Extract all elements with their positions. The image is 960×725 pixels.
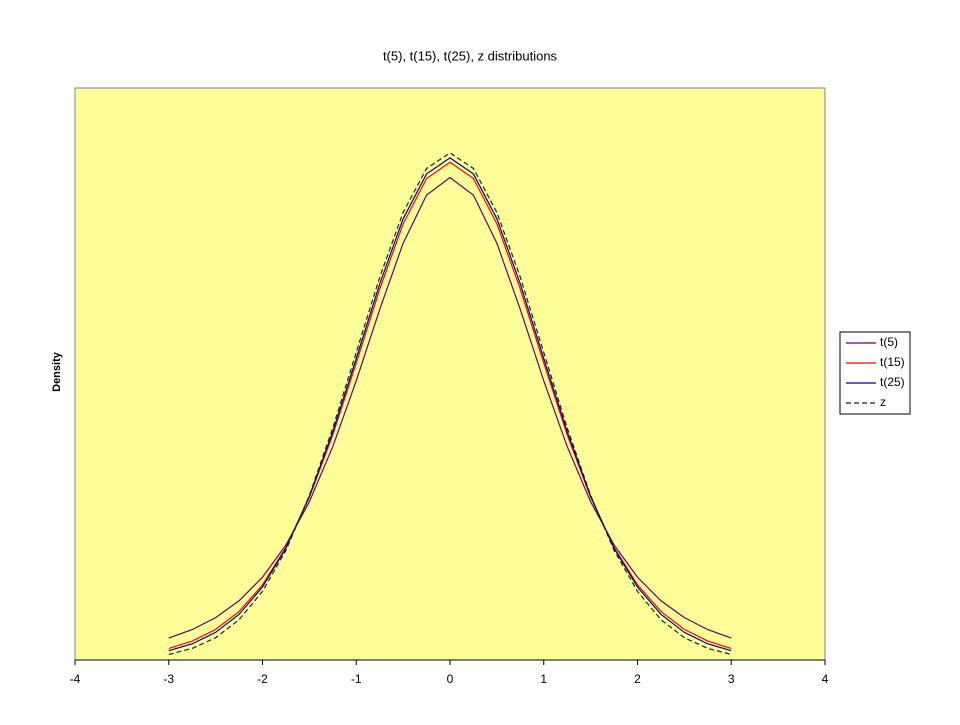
x-tick-label: -4: [70, 672, 81, 686]
x-tick-label: -2: [257, 672, 268, 686]
x-tick-label: 4: [822, 672, 829, 686]
x-tick-label: 3: [728, 672, 735, 686]
chart-title: t(5), t(15), t(25), z distributions: [383, 48, 558, 63]
legend-label: t(25): [880, 375, 905, 389]
series-line: [168, 176, 732, 639]
legend-label: t(15): [880, 355, 905, 369]
y-axis-label: Density: [51, 351, 63, 392]
series-line: [168, 152, 732, 655]
x-tick-label: -3: [163, 672, 174, 686]
x-tick-label: 2: [634, 672, 641, 686]
plot-area: [74, 87, 826, 661]
series-line: [168, 161, 732, 650]
legend-label: t(5): [880, 335, 898, 349]
x-tick-label: 0: [447, 672, 454, 686]
series-line: [168, 157, 732, 652]
x-tick-label: 1: [540, 672, 547, 686]
legend-label: z: [880, 395, 886, 409]
legend-box: [839, 331, 911, 415]
x-tick-label: -1: [351, 672, 362, 686]
